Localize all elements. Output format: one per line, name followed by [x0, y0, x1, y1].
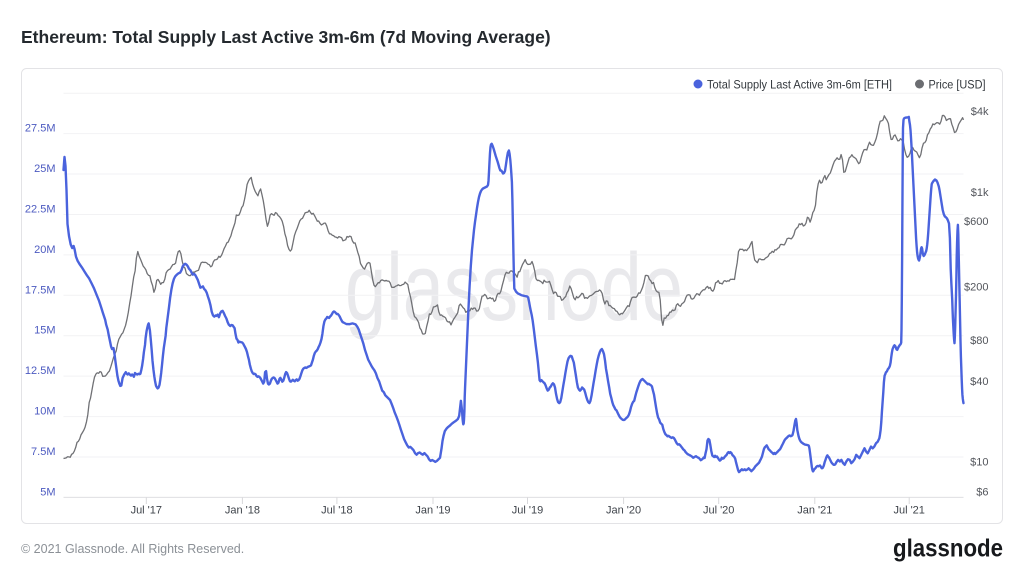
svg-text:Jan '19: Jan '19: [415, 505, 450, 517]
svg-text:$80: $80: [970, 335, 988, 347]
svg-text:25M: 25M: [34, 163, 55, 175]
svg-text:15M: 15M: [34, 325, 55, 337]
svg-text:Ethereum: Total Supply Last Ac: Ethereum: Total Supply Last Active 3m-6m…: [21, 27, 551, 47]
svg-text:Jul '20: Jul '20: [703, 505, 734, 517]
svg-text:$40: $40: [970, 376, 988, 388]
svg-text:$600: $600: [964, 216, 988, 228]
svg-text:10M: 10M: [34, 406, 55, 418]
svg-text:$6: $6: [976, 486, 988, 498]
svg-text:glassnode: glassnode: [893, 535, 1003, 563]
svg-text:17.5M: 17.5M: [25, 284, 56, 296]
svg-text:27.5M: 27.5M: [25, 123, 56, 135]
svg-text:12.5M: 12.5M: [25, 365, 56, 377]
svg-text:Jul '21: Jul '21: [893, 505, 924, 517]
svg-text:$10: $10: [970, 457, 988, 469]
svg-text:Jul '17: Jul '17: [131, 505, 162, 517]
svg-text:$200: $200: [964, 282, 988, 294]
svg-text:7.5M: 7.5M: [31, 446, 55, 458]
svg-text:5M: 5M: [40, 486, 55, 498]
svg-text:$1k: $1k: [971, 187, 989, 199]
svg-text:Total Supply Last Active 3m-6m: Total Supply Last Active 3m-6m [ETH]: [707, 78, 892, 92]
svg-text:Jan '21: Jan '21: [797, 505, 832, 517]
svg-text:$4k: $4k: [971, 106, 989, 118]
svg-text:Jan '18: Jan '18: [225, 505, 260, 517]
svg-text:Jan '20: Jan '20: [606, 505, 641, 517]
svg-text:Jul '19: Jul '19: [512, 505, 543, 517]
svg-text:20M: 20M: [34, 244, 55, 256]
svg-text:22.5M: 22.5M: [25, 203, 56, 215]
svg-text:Jul '18: Jul '18: [321, 505, 352, 517]
svg-text:© 2021 Glassnode. All Rights R: © 2021 Glassnode. All Rights Reserved.: [21, 542, 244, 556]
svg-text:Price [USD]: Price [USD]: [929, 78, 986, 92]
